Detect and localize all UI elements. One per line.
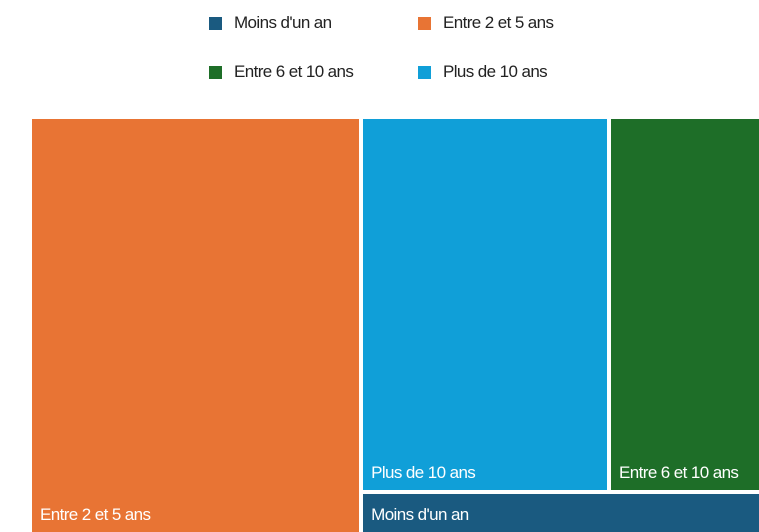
cell-label: Moins d'un an bbox=[371, 504, 469, 524]
legend-item: Entre 2 et 5 ans bbox=[418, 13, 554, 33]
legend-label: Moins d'un an bbox=[234, 13, 332, 32]
legend-label: Entre 2 et 5 ans bbox=[443, 13, 554, 32]
legend-item: Moins d'un an bbox=[209, 13, 332, 33]
treemap-cell: Moins d'un an bbox=[363, 494, 759, 532]
treemap-cell: Plus de 10 ans bbox=[363, 119, 608, 491]
legend-label: Plus de 10 ans bbox=[443, 62, 548, 81]
legend-item: Entre 6 et 10 ans bbox=[209, 62, 354, 82]
legend-swatch bbox=[209, 16, 222, 30]
legend-item: Plus de 10 ans bbox=[418, 62, 548, 82]
treemap-cell: Entre 6 et 10 ans bbox=[611, 119, 759, 491]
cell-label: Entre 6 et 10 ans bbox=[619, 463, 739, 483]
treemap-cell: Entre 2 et 5 ans bbox=[32, 119, 360, 532]
cell-label: Entre 2 et 5 ans bbox=[40, 504, 151, 524]
legend-swatch bbox=[418, 16, 431, 30]
legend-swatch bbox=[209, 65, 222, 79]
cell-label: Plus de 10 ans bbox=[371, 463, 476, 483]
legend-swatch bbox=[418, 65, 431, 79]
legend-label: Entre 6 et 10 ans bbox=[234, 62, 354, 81]
